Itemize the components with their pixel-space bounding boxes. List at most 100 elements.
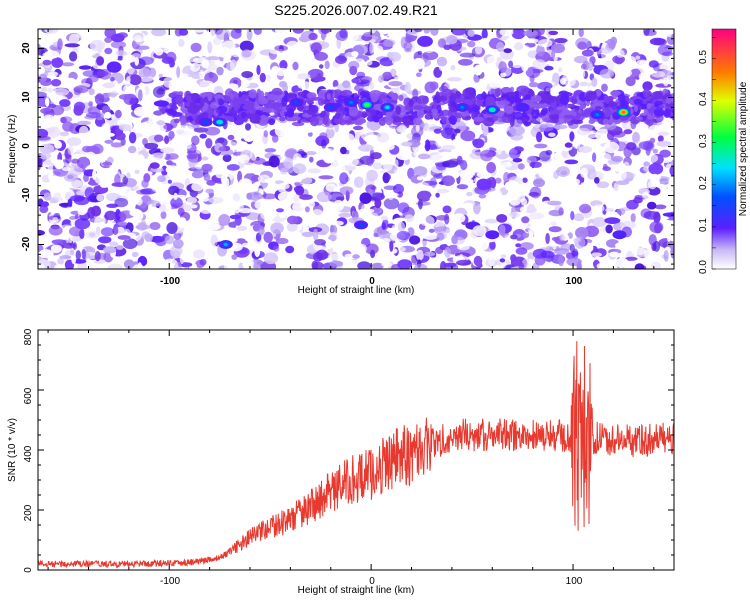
spectrogram-cell: [73, 85, 89, 94]
spectrogram-cell: [276, 208, 284, 213]
spectrogram-cell: [414, 29, 423, 33]
spectrogram-band-cell: [365, 109, 377, 117]
spectrogram-cell: [158, 204, 167, 213]
spectrogram-cell: [151, 183, 163, 193]
spectrogram-cell: [312, 261, 324, 269]
spectrogram-cell: [551, 43, 565, 54]
spectrogram-cell: [578, 146, 593, 153]
spectrogram-peak: [617, 233, 622, 237]
spectrogram-cell: [108, 161, 124, 169]
spectrogram-cell: [101, 161, 113, 166]
spectrogram-cell: [603, 163, 608, 170]
spectrogram-cell: [621, 34, 635, 44]
spectrogram-cell: [78, 65, 92, 70]
spectrogram-cell: [397, 221, 406, 233]
spectrogram-band-cell: [514, 91, 520, 101]
spectrogram-cell: [246, 29, 253, 41]
spectrogram-band-cell: [559, 95, 570, 105]
spectrogram-band-cell: [647, 115, 654, 120]
spectrogram-cell: [127, 145, 137, 154]
spectrogram-cell: [292, 29, 304, 34]
spectrogram-cell: [50, 244, 62, 254]
spectrogram-cell: [133, 106, 150, 117]
spectrogram-cell: [79, 94, 88, 102]
spectrogram-cell: [577, 41, 588, 50]
spectrogram-band-cell: [654, 101, 664, 106]
spectrogram-cell: [150, 241, 156, 247]
spectrogram-cell: [110, 125, 117, 131]
spectrogram-cell: [318, 64, 324, 69]
spectrogram-cell: [422, 231, 439, 240]
spectrogram-cell: [616, 49, 625, 58]
spectrogram-band-cell: [435, 91, 440, 99]
spectrogram-cell: [579, 81, 589, 87]
spectrogram-cell: [393, 183, 404, 195]
spectrogram-cell: [38, 249, 54, 259]
spectrogram-band-cell: [473, 99, 483, 106]
spectrogram-cell: [548, 215, 560, 223]
spectrogram-cell: [388, 51, 402, 62]
spectrogram-peak: [328, 105, 333, 109]
spectrogram-cell: [205, 138, 213, 149]
spectrogram-cell: [439, 151, 453, 157]
spectrogram-cell: [648, 163, 664, 175]
colorbar-tick-label: 0.2: [698, 176, 709, 190]
spectrogram-cell: [285, 245, 295, 254]
spectrogram-cell: [472, 138, 485, 149]
spectrogram-cell: [305, 151, 317, 156]
spectrogram-cell: [232, 193, 240, 203]
colorbar-tick-label: 0.4: [698, 92, 709, 106]
spectrogram-cell: [646, 201, 657, 210]
spectrogram-cell: [580, 167, 588, 178]
spectrogram-band-cell: [584, 107, 596, 113]
spectrogram-cell: [122, 176, 129, 185]
spectrogram-band-cell: [185, 94, 192, 102]
spectrogram-cell: [208, 197, 224, 204]
spectrogram-cell: [192, 249, 205, 259]
spectrogram-cell: [501, 204, 512, 217]
bottom-y-tick-label: 0: [23, 567, 34, 573]
spectrogram-cell: [77, 120, 91, 126]
spectrogram-cell: [474, 163, 483, 171]
spectrogram-cell: [519, 192, 526, 202]
spectrogram-cell: [376, 132, 390, 143]
spectrogram-band-cell: [431, 108, 439, 114]
spectrogram-cell: [332, 79, 339, 88]
spectrogram-cell: [601, 83, 608, 92]
spectrogram-cell: [369, 230, 374, 240]
spectrogram-cell: [335, 55, 347, 64]
spectrogram-cell: [634, 187, 650, 196]
spectrogram-cell: [416, 72, 422, 78]
spectrogram-cell: [556, 166, 570, 177]
snr-plot-area: [38, 341, 674, 569]
spectrogram-band-cell: [165, 108, 174, 113]
spectrogram-cell: [229, 200, 239, 211]
spectrogram-band-cell: [234, 96, 241, 106]
spectrogram-cell: [165, 203, 172, 209]
spectrogram-cell: [485, 202, 497, 208]
spectrogram-cell: [231, 254, 238, 260]
spectrogram-cell: [431, 154, 446, 163]
spectrogram-cell: [42, 52, 53, 58]
spectrogram-cell: [274, 45, 288, 52]
spectrogram-cell: [263, 231, 274, 243]
spectrogram-cell: [38, 157, 43, 168]
spectrogram-cell: [270, 222, 284, 234]
spectrogram-cell: [60, 116, 73, 123]
spectrogram-cell: [382, 71, 392, 80]
spectrogram-cell: [111, 99, 118, 106]
spectrogram-ticks: [38, 28, 674, 269]
spectrogram-cell: [575, 153, 580, 159]
spectrogram-cell: [200, 209, 212, 214]
spectrogram-band-cell: [585, 91, 597, 101]
spectrogram-cell: [42, 59, 52, 66]
spectrogram-cell: [237, 154, 250, 164]
spectrogram-band-cell: [254, 109, 263, 115]
spectrogram-cell: [301, 128, 313, 133]
spectrogram-cell: [503, 48, 512, 54]
spectrogram-cell: [389, 240, 394, 252]
spectrogram-cell: [438, 195, 446, 206]
spectrogram-cell: [413, 187, 419, 196]
spectrogram-cell: [67, 144, 74, 155]
spectrogram-cell: [544, 65, 554, 71]
